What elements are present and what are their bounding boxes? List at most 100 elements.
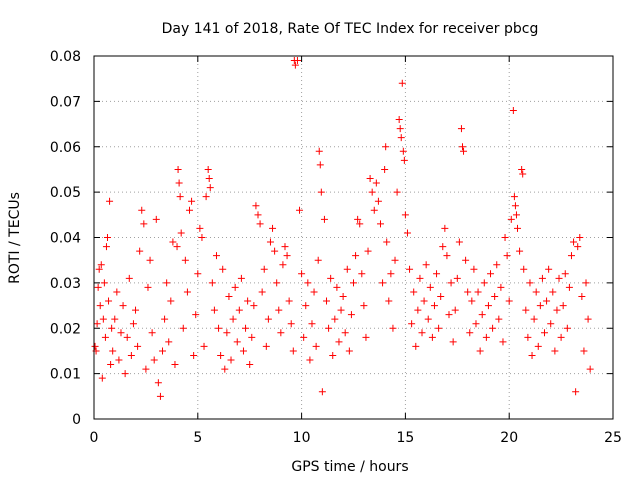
data-point (451, 306, 459, 314)
data-point (204, 165, 212, 173)
data-point (223, 329, 231, 337)
data-point (468, 297, 476, 305)
data-point (567, 252, 575, 260)
data-point (381, 165, 389, 173)
data-point (260, 265, 268, 273)
data-point (426, 283, 434, 291)
data-point (266, 238, 274, 246)
data-point (107, 361, 115, 369)
data-point (310, 288, 318, 296)
data-point (540, 329, 548, 337)
data-point (331, 315, 339, 323)
data-point (293, 57, 301, 65)
data-point (478, 311, 486, 319)
data-point (159, 347, 167, 355)
x-tick-label: 0 (90, 430, 99, 446)
data-point (315, 147, 323, 155)
data-point (462, 256, 470, 264)
data-point (287, 320, 295, 328)
data-point (439, 243, 447, 251)
data-point (271, 247, 279, 255)
data-point (343, 265, 351, 273)
x-tick-label: 5 (193, 430, 202, 446)
data-point (335, 338, 343, 346)
data-point (383, 238, 391, 246)
data-point (101, 333, 109, 341)
data-point (129, 320, 137, 328)
data-point (167, 297, 175, 305)
data-point (495, 315, 503, 323)
data-point (408, 320, 416, 328)
data-point (262, 342, 270, 350)
data-point (246, 361, 254, 369)
data-point (514, 224, 522, 232)
data-point (273, 279, 281, 287)
data-points (91, 57, 594, 400)
data-point (414, 306, 422, 314)
data-point (385, 297, 393, 305)
data-point (420, 297, 428, 305)
data-point (314, 256, 322, 264)
data-point (441, 224, 449, 232)
data-point (350, 279, 357, 287)
data-point (169, 238, 177, 246)
data-point (148, 329, 156, 337)
data-point (244, 297, 252, 305)
data-point (547, 320, 555, 328)
data-point (188, 197, 196, 205)
data-point (528, 351, 536, 359)
data-point (325, 324, 333, 332)
data-point (493, 261, 501, 269)
data-point (410, 288, 418, 296)
data-point (470, 265, 478, 273)
data-point (194, 270, 202, 278)
data-point (356, 220, 364, 228)
data-point (190, 351, 198, 359)
data-point (258, 288, 266, 296)
data-point (252, 202, 260, 210)
data-point (424, 315, 432, 323)
data-point (312, 342, 320, 350)
data-point (225, 292, 233, 300)
data-point (586, 365, 594, 373)
data-point (399, 147, 407, 155)
data-point (524, 333, 532, 341)
data-point (526, 279, 534, 287)
data-point (192, 311, 200, 319)
data-point (337, 306, 345, 314)
data-point (102, 243, 110, 251)
data-point (398, 79, 406, 87)
data-point (530, 315, 538, 323)
data-point (279, 261, 287, 269)
data-point (519, 170, 527, 178)
data-point (105, 297, 113, 305)
data-point (117, 329, 125, 337)
data-point (142, 365, 150, 373)
data-point (235, 306, 243, 314)
data-point (391, 256, 399, 264)
data-point (91, 342, 99, 350)
data-point (219, 265, 227, 273)
data-point (345, 347, 353, 355)
x-tick-label: 15 (396, 430, 414, 446)
data-point (376, 220, 384, 228)
data-point (94, 283, 102, 291)
data-point (347, 311, 355, 319)
y-tick-label: 0.01 (50, 367, 81, 383)
data-point (121, 370, 129, 378)
data-point (202, 193, 210, 201)
data-point (98, 374, 106, 382)
data-point (254, 211, 262, 219)
y-tick-label: 0.02 (50, 321, 81, 337)
data-point (227, 356, 235, 364)
data-point (455, 238, 463, 246)
x-tick-label: 10 (293, 430, 311, 446)
data-point (354, 215, 362, 223)
y-tick-label: 0.08 (50, 49, 81, 65)
data-point (416, 274, 424, 282)
data-point (545, 265, 553, 273)
data-point (582, 279, 590, 287)
data-point (372, 179, 380, 187)
y-tick-label: 0.05 (50, 185, 81, 201)
